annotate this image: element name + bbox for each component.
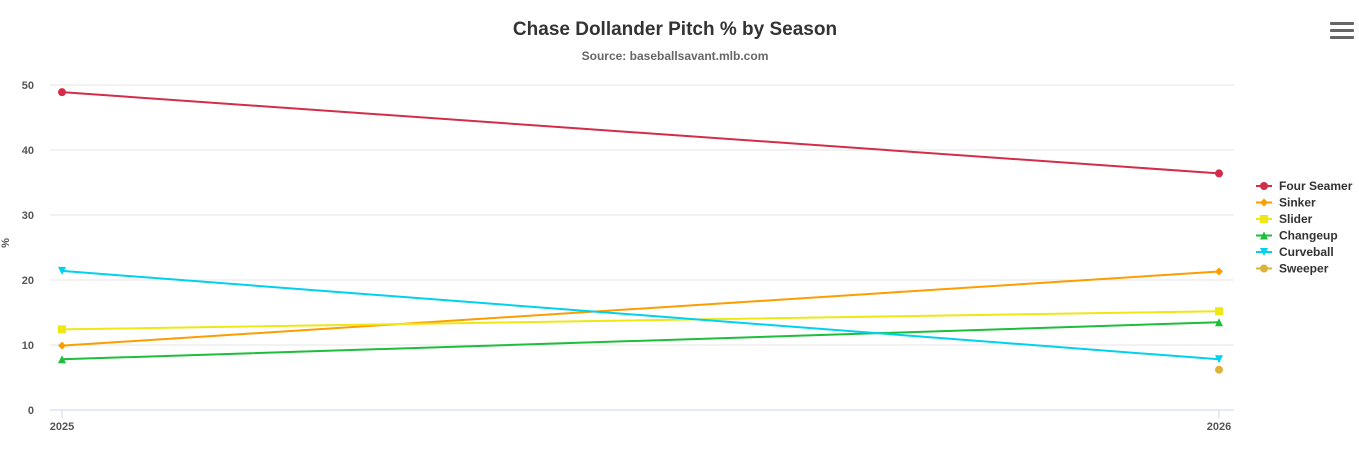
series-changeup [58,318,1223,364]
legend-label: Sweeper [1279,262,1329,276]
x-tick-label: 2026 [1207,421,1231,433]
y-tick-label: 20 [22,275,34,287]
series-four-seamer [58,88,1223,178]
chart-subtitle: Source: baseballsavant.mlb.com [582,49,769,63]
legend-label: Four Seamer [1279,179,1353,193]
legend-item-sweeper[interactable]: Sweeper [1256,262,1329,276]
legend-marker[interactable] [1260,182,1268,190]
data-point-four-seamer[interactable] [1215,169,1223,178]
chart-title: Chase Dollander Pitch % by Season [513,19,837,40]
data-point-four-seamer[interactable] [58,88,66,97]
y-tick-label: 50 [22,80,34,92]
axis-layer: 0 10 20 30 40 50 2025 2026 [22,80,1234,433]
data-point-curveball[interactable] [1215,355,1223,364]
series-line-curveball [61,269,1220,361]
data-point-sinker[interactable] [58,341,66,350]
legend-label: Slider [1279,212,1313,226]
grid-layer [50,84,1234,346]
series-line-slider [61,310,1220,331]
y-axis-label: % [0,238,12,248]
data-point-slider[interactable] [58,325,66,334]
legend-item-sinker[interactable]: Sinker [1256,196,1316,210]
legend-label: Changeup [1279,229,1338,243]
series-curveball [58,266,1223,364]
legend-marker[interactable] [1260,248,1268,256]
data-point-changeup[interactable] [58,355,66,364]
data-point-slider[interactable] [1215,307,1223,316]
legend-label: Curveball [1279,245,1334,259]
series-layer [58,88,1223,374]
legend-marker[interactable] [1260,215,1268,223]
legend-item-four-seamer[interactable]: Four Seamer [1256,179,1353,193]
legend-marker[interactable] [1260,231,1268,240]
legend-item-curveball[interactable]: Curveball [1256,245,1334,259]
series-line-changeup [61,321,1220,361]
legend-label: Sinker [1279,196,1316,210]
legend[interactable]: Four Seamer Sinker Slider Changeup Curveball… [1256,179,1353,276]
series-slider [58,307,1223,334]
series-line-four-seamer [61,91,1220,175]
series-line-sinker [61,270,1220,347]
legend-item-slider[interactable]: Slider [1256,212,1313,226]
y-tick-label: 10 [22,340,34,352]
series-sweeper [1215,365,1223,374]
data-point-sinker[interactable] [1215,267,1223,276]
data-point-changeup[interactable] [1215,318,1223,327]
hamburger-menu-icon[interactable] [1330,22,1354,42]
legend-marker[interactable] [1260,264,1268,273]
y-tick-label: 0 [28,405,34,417]
series-sinker [58,267,1223,350]
data-point-sweeper[interactable] [1215,365,1223,374]
legend-marker[interactable] [1260,198,1268,207]
data-point-curveball[interactable] [58,266,66,275]
x-tick-label: 2025 [50,421,74,433]
y-tick-label: 40 [22,145,34,157]
legend-item-changeup[interactable]: Changeup [1256,229,1338,243]
y-tick-label: 30 [22,210,34,222]
